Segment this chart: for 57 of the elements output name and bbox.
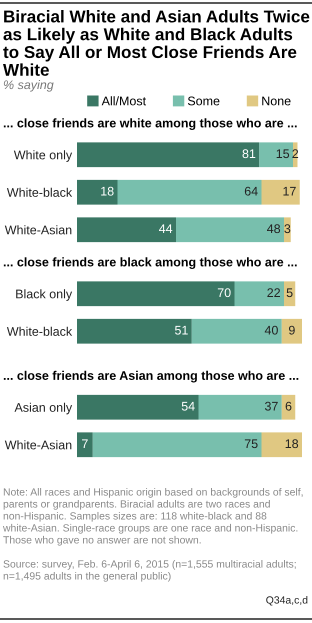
bar [77,318,192,344]
data-label: 7 [82,439,88,448]
data-label: 5 [286,288,293,298]
data-label: 15 [276,149,290,158]
bar [77,180,118,205]
source-note: Source: survey, Feb. 6-April 6, 2015 (n=1,555 multiracial adults; n=1,495 adults in the general public) [3,560,296,582]
bar [118,180,262,205]
data-label: 54 [182,402,195,411]
bar [259,142,293,168]
y-tick-label: White-Asian [4,440,72,450]
y-tick-label: Black only [16,289,72,301]
data-label: 22 [267,288,280,297]
bar [282,318,302,344]
y-tick-label: White-black [6,188,72,197]
data-label: 3 [284,224,290,234]
chart-title: Biracial White and Asian Adults Twice as Likely as White and Black Adults to Say All or Most Close Friends Are White [3,10,310,76]
text: Q34a,c,d [266,596,308,606]
legend-label: Some [188,96,220,106]
bar [77,394,198,420]
data-label: 81 [242,149,256,158]
bar [282,394,296,420]
bar [284,281,296,306]
data-label: 40 [264,326,278,335]
x-axis-title: ... close friends are white among those who are ... [4,118,297,130]
data-label: 48 [267,224,280,234]
bar [234,281,284,306]
bar [77,281,234,306]
bar [262,180,300,205]
data-label: 17 [283,186,296,196]
data-label: 9 [288,326,295,335]
y-tick-label: White-Asian [4,225,72,234]
data-label: 75 [244,439,258,448]
data-label: 37 [264,402,278,411]
chart-subtitle: % saying [4,80,54,92]
data-label: 18 [101,186,114,196]
bar [92,432,262,458]
y-tick-label: White-black [6,326,72,336]
bar [77,217,176,242]
text: Note: All races and Hispanic origin based on backgrounds of self, parents or grandparents. Biracial adults are two races and non-Hispanic. Samples sizes are: 118 white-black and 88 white-Asian. Single-race groups are one race and non-Hispanic. Those who gave no answer are not shown. [2,488,303,546]
bar [176,217,284,242]
legend-label: All/Most [102,96,146,106]
data-label: 64 [244,186,258,196]
data-label: 6 [286,402,292,411]
y-tick-label: White only [14,150,72,162]
y-tick-label: Asian only [14,402,72,414]
bar [192,318,282,344]
bar [77,432,93,458]
data-label: 51 [174,326,188,335]
data-label: 18 [286,439,298,448]
data-label: 44 [159,224,172,233]
legend-label: None [262,96,291,106]
bar [77,142,260,168]
bar [198,394,282,420]
bar [262,432,302,458]
data-label: 70 [218,288,231,298]
x-axis-title: ... close friends are Asian among those who are ... [4,370,298,382]
x-axis-title: ... close friends are black among those who are ... [4,257,297,269]
